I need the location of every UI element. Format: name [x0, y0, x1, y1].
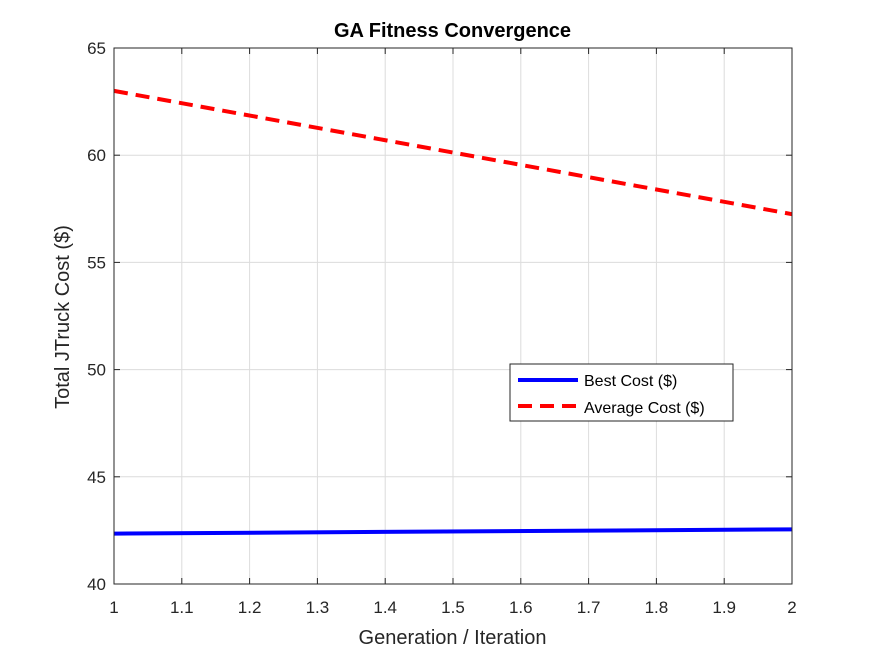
x-tick-label: 1.8 — [645, 598, 669, 617]
series-layer — [113, 88, 793, 536]
y-axis-label: Total JTruck Cost ($) — [52, 225, 74, 409]
x-axis-label: Generation / Iteration — [359, 627, 547, 649]
x-tick-label: 1.5 — [441, 598, 465, 617]
x-tick-label: 2 — [787, 598, 796, 617]
y-tick-label: 60 — [87, 146, 106, 165]
y-tick-label: 50 — [87, 361, 106, 380]
x-tick-label: 1 — [109, 598, 118, 617]
grid-layer — [114, 48, 792, 584]
series-line-average-cost — [113, 88, 793, 217]
x-tick-label: 1.1 — [170, 598, 194, 617]
x-tick-label: 1.3 — [306, 598, 330, 617]
x-tick-label: 1.4 — [373, 598, 397, 617]
x-tick-label: 1.6 — [509, 598, 533, 617]
tick-layer: 1 1.1 1.2 1.3 1.4 1.5 1.6 1.7 1.8 1.9 2 40 45 50 55 60 6… — [87, 39, 797, 617]
y-tick-label: 45 — [87, 468, 106, 487]
x-tick-label: 1.9 — [712, 598, 736, 617]
legend-box — [509, 363, 734, 422]
y-tick-label: 55 — [87, 253, 106, 272]
chart-title: GA Fitness Convergence — [334, 20, 571, 42]
legend-label-average-cost: Average Cost ($) — [584, 400, 705, 417]
legend: Best Cost ($) Average Cost ($) — [509, 363, 734, 422]
legend-label-best-cost: Best Cost ($) — [584, 373, 677, 390]
y-tick-label: 65 — [87, 39, 106, 58]
x-tick-label: 1.2 — [238, 598, 262, 617]
series-line-best-cost — [113, 527, 793, 536]
y-tick-label: 40 — [87, 575, 106, 594]
x-tick-label: 1.7 — [577, 598, 601, 617]
